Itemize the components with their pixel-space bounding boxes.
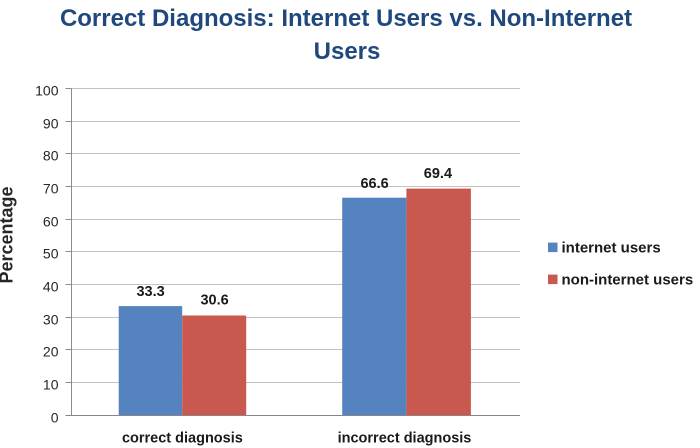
svg-text:incorrect diagnosis: incorrect diagnosis — [338, 431, 472, 447]
svg-text:33.3: 33.3 — [136, 284, 164, 300]
svg-text:10: 10 — [43, 377, 59, 393]
svg-text:internet users: internet users — [562, 240, 661, 257]
svg-text:66.6: 66.6 — [360, 176, 388, 192]
svg-text:80: 80 — [43, 148, 59, 164]
svg-text:20: 20 — [43, 344, 59, 360]
svg-text:Percentage: Percentage — [0, 186, 17, 283]
svg-text:69.4: 69.4 — [424, 166, 452, 182]
svg-text:30.6: 30.6 — [200, 293, 228, 309]
svg-text:90: 90 — [43, 116, 59, 132]
svg-text:60: 60 — [43, 214, 59, 230]
svg-text:50: 50 — [43, 246, 59, 262]
svg-text:100: 100 — [35, 83, 59, 99]
svg-text:non-internet users: non-internet users — [562, 272, 694, 289]
svg-text:Users: Users — [314, 38, 381, 65]
svg-text:0: 0 — [51, 410, 59, 426]
svg-text:Correct Diagnosis: Internet Us: Correct Diagnosis: Internet Users vs. No… — [60, 5, 632, 32]
svg-text:30: 30 — [43, 312, 59, 328]
svg-text:70: 70 — [43, 181, 59, 197]
svg-text:correct diagnosis: correct diagnosis — [122, 431, 243, 447]
svg-text:40: 40 — [43, 279, 59, 295]
